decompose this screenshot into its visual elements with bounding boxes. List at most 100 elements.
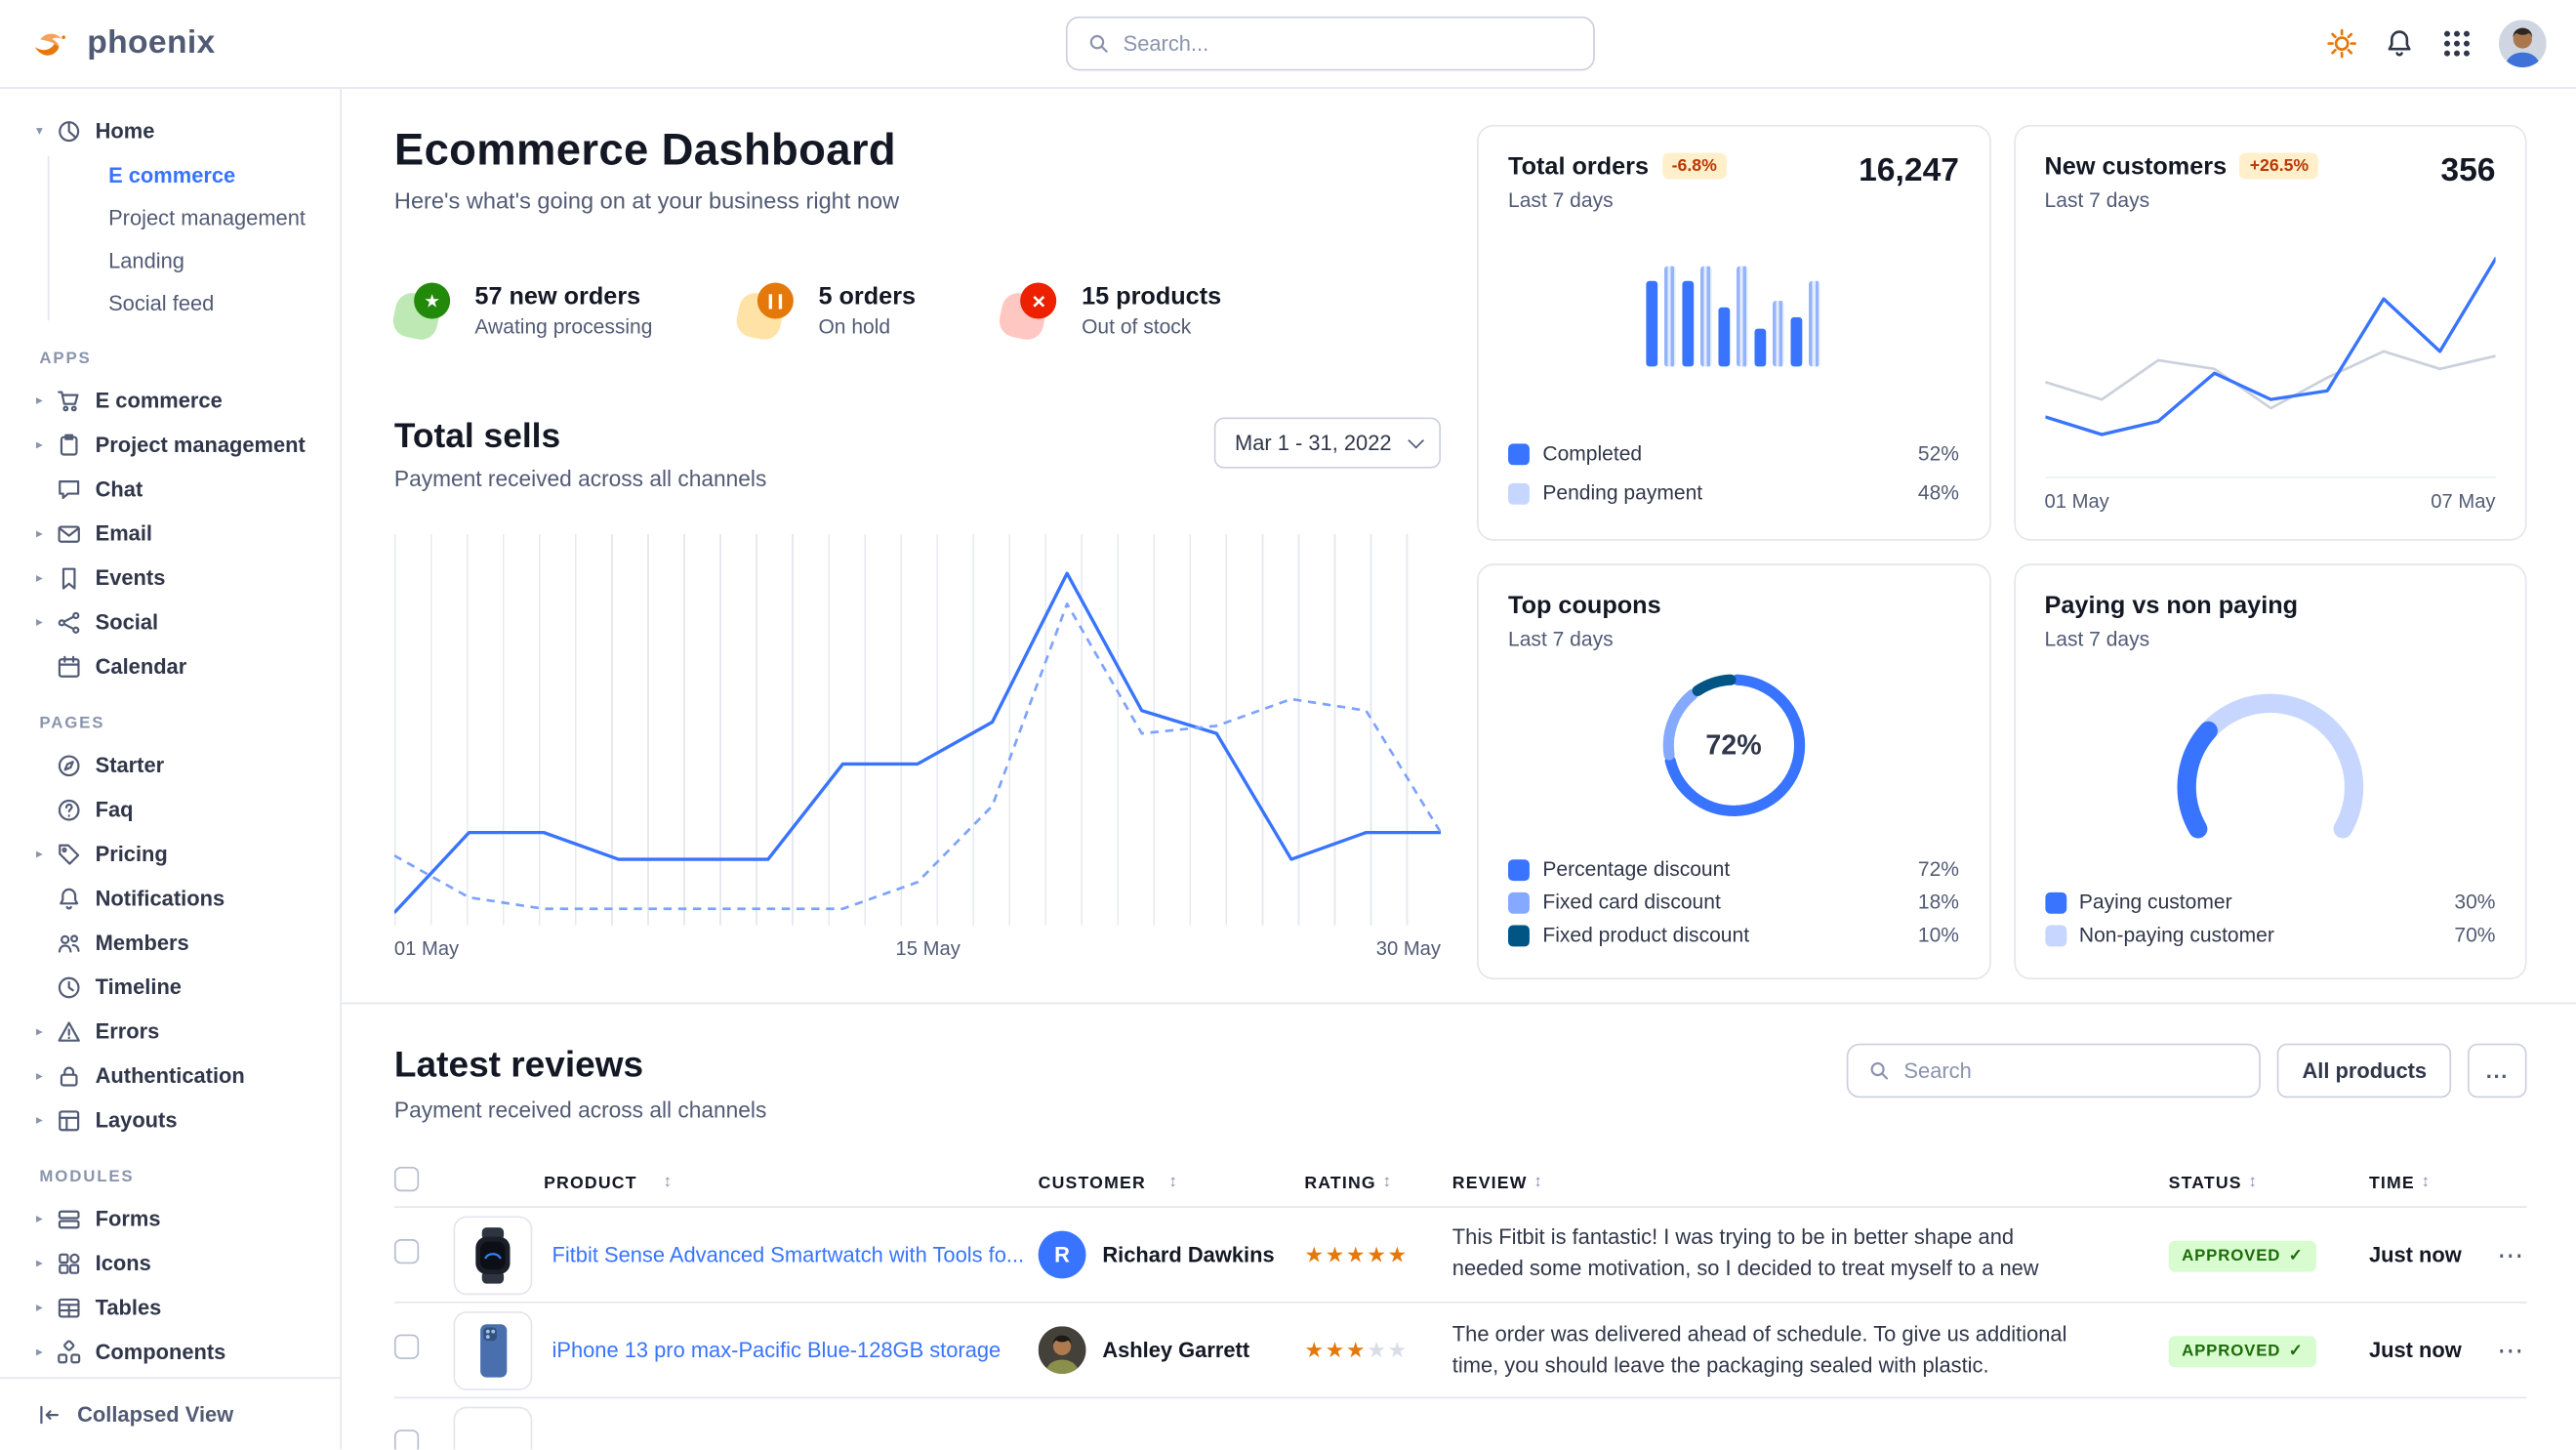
card-top-coupons: Top coupons Last 7 days 72% Percentage d… [1477, 563, 1991, 980]
sidebar-item-authentication[interactable]: ▸ Authentication [0, 1054, 340, 1098]
sidebar-item-chat[interactable]: Chat [0, 467, 340, 511]
customer-avatar [1038, 1326, 1086, 1375]
time-cell: Just now [2368, 1241, 2462, 1266]
sidebar-item-starter[interactable]: Starter [0, 743, 340, 787]
x-tick: 01 May [2044, 489, 2109, 514]
theme-toggle-sun-icon[interactable] [2326, 28, 2357, 60]
time-cell: Just now [2368, 1337, 2462, 1362]
row-menu-button[interactable]: ⋯ [2497, 1337, 2524, 1365]
table-more-button[interactable]: ... [2468, 1043, 2527, 1098]
stat-on-hold: 5 orders On hold [733, 282, 917, 343]
column-header[interactable]: TIME [2368, 1172, 2415, 1193]
main-content: Ecommerce Dashboard Here's what's going … [342, 88, 2576, 1450]
product-image-iphone [453, 1310, 533, 1390]
sidebar-item-tables[interactable]: ▸ Tables [0, 1285, 340, 1329]
bell-icon [56, 885, 82, 911]
paying-gauge [2141, 674, 2400, 842]
legend-value: 18% [1917, 891, 1960, 914]
sidebar-item-email[interactable]: ▸ Email [0, 511, 340, 555]
row-menu-button[interactable]: ⋯ [2497, 1241, 2524, 1270]
row-checkbox[interactable] [393, 1238, 420, 1264]
collapse-icon [36, 1401, 62, 1428]
stats-row: ★ 57 new orders Awating processing [389, 282, 1441, 343]
row-checkbox[interactable] [393, 1333, 420, 1359]
table-header: PRODUCT ↕ CUSTOMER ↕ RATING ↕ REVIEW ↕ STATU… [393, 1159, 2527, 1209]
notifications-bell-icon[interactable] [2384, 28, 2415, 60]
x-tick: 01 May [393, 936, 460, 960]
sort-icon: ↕ [1382, 1173, 1393, 1192]
x-tick: 30 May [1375, 936, 1442, 960]
card-new-customers: New customers +26.5% Last 7 days 356 01 M… [2013, 124, 2527, 541]
date-range-select[interactable]: Mar 1 - 31, 2022 [1213, 417, 1442, 469]
kpi-cards: Total orders -6.8% Last 7 days 16,247 Com… [1477, 124, 2527, 980]
global-search-input[interactable] [1123, 30, 1574, 57]
pause-icon [757, 282, 795, 319]
sidebar-item-faq[interactable]: Faq [0, 787, 340, 831]
column-header[interactable]: RATING [1304, 1172, 1376, 1193]
sidebar-item-timeline[interactable]: Timeline [0, 965, 340, 1009]
sidebar-item-label: Events [95, 564, 166, 591]
sidebar-nav: ▾ Home E commerce Project management Lan… [0, 89, 340, 1378]
sidebar-item-project-management-app[interactable]: ▸ Project management [0, 423, 340, 467]
sidebar-item-forms[interactable]: ▸ Forms [0, 1196, 340, 1240]
column-header[interactable]: STATUS [2168, 1172, 2242, 1193]
sidebar-item-errors[interactable]: ▸ Errors [0, 1009, 340, 1053]
status-badge: APPROVED ✓ [2168, 1239, 2317, 1271]
sidebar-item-events[interactable]: ▸ Events [0, 556, 340, 600]
all-products-button[interactable]: All products [2277, 1043, 2452, 1098]
brand[interactable]: phoenix [29, 22, 215, 65]
sidebar-item-notifications[interactable]: Notifications [0, 876, 340, 920]
card-title: Total orders [1508, 152, 1650, 182]
x-tick: 07 May [2431, 489, 2496, 514]
stat-value: 5 orders [818, 282, 917, 311]
sidebar-item-home[interactable]: ▾ Home [0, 108, 340, 152]
sidebar-item-layouts[interactable]: ▸ Layouts [0, 1098, 340, 1141]
total-sells-section: Total sells Payment received across all … [393, 417, 1442, 966]
form-icon [56, 1206, 82, 1232]
clock-icon [56, 974, 82, 1000]
sidebar-item-label: Timeline [95, 974, 183, 1000]
column-header[interactable]: REVIEW [1452, 1172, 1528, 1193]
sidebar-item-components[interactable]: ▸ Components [0, 1330, 340, 1374]
sidebar-item-icons[interactable]: ▸ Icons [0, 1241, 340, 1285]
sidebar-item-pricing[interactable]: ▸ Pricing [0, 832, 340, 876]
top-coupons-chart: 72% [1656, 667, 1812, 823]
sidebar-item-social-feed[interactable]: Social feed [108, 290, 215, 315]
chevron-right-icon: ▸ [36, 846, 43, 861]
sidebar-item-social[interactable]: ▸ Social [0, 600, 340, 643]
x-icon: × [1020, 282, 1057, 319]
sidebar-item-e-commerce[interactable]: E commerce [108, 161, 236, 187]
rating-stars: ★★★★★ [1304, 1241, 1409, 1266]
sidebar: ▾ Home E commerce Project management Lan… [0, 88, 343, 1450]
calendar-icon [56, 653, 82, 680]
column-header[interactable]: PRODUCT [544, 1172, 637, 1193]
sidebar-item-members[interactable]: Members [0, 921, 340, 965]
collapse-view-button[interactable]: Collapsed View [0, 1377, 341, 1449]
sidebar-item-landing[interactable]: Landing [108, 247, 184, 272]
card-value: 356 [2440, 152, 2496, 189]
column-header[interactable]: CUSTOMER [1038, 1172, 1146, 1193]
sidebar-item-ecommerce-app[interactable]: ▸ E commerce [0, 378, 340, 422]
select-all-checkbox[interactable] [393, 1166, 420, 1191]
reviews-search[interactable] [1847, 1043, 2262, 1098]
sidebar-item-label: Members [95, 930, 189, 955]
row-checkbox[interactable] [393, 1429, 420, 1450]
product-link[interactable]: Fitbit Sense Advanced Smartwatch with To… [552, 1242, 1025, 1267]
rating-stars: ★★★★★ [1304, 1337, 1409, 1362]
stat-label: Out of stock [1082, 315, 1192, 339]
sidebar-home-children: E commerce Project management Landing So… [0, 153, 340, 324]
reviews-title: Latest reviews [393, 1043, 644, 1085]
user-avatar[interactable] [2498, 20, 2547, 68]
legend-swatch [1508, 858, 1530, 881]
chevron-right-icon: ▸ [36, 1211, 43, 1226]
chevron-right-icon: ▸ [36, 525, 43, 541]
apps-grid-icon[interactable] [2441, 28, 2473, 60]
product-link[interactable]: iPhone 13 pro max-Pacific Blue-128GB sto… [552, 1337, 1002, 1363]
global-search[interactable] [1065, 16, 1595, 71]
sidebar-item-project-management[interactable]: Project management [108, 204, 306, 229]
star-icon: ★ [414, 282, 451, 319]
reviews-search-input[interactable] [1903, 1057, 2240, 1084]
sidebar-item-calendar[interactable]: Calendar [0, 644, 340, 688]
tag-icon [56, 841, 82, 867]
card-title: New customers [2044, 152, 2228, 182]
